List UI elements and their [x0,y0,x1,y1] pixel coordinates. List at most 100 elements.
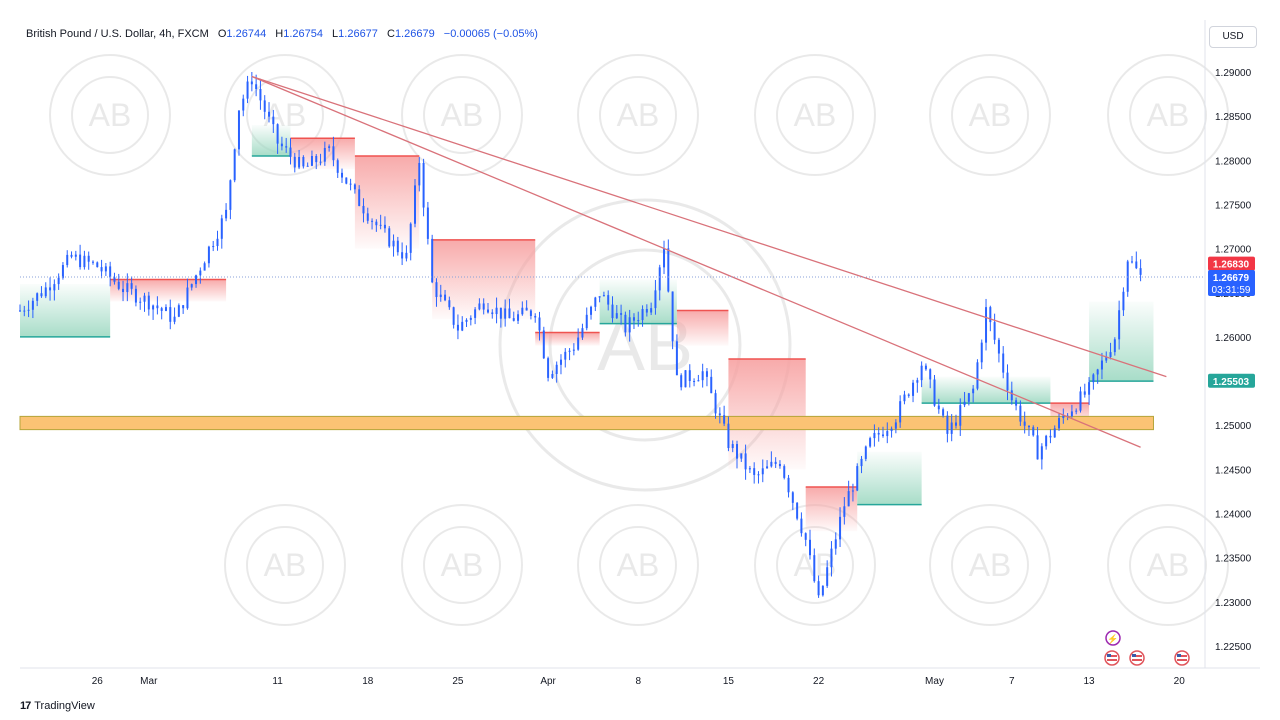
flag-stripe [1107,655,1117,657]
candle-body [555,364,558,374]
candle-body [366,213,369,221]
candle-body [491,312,494,315]
candle-body [658,267,661,291]
cloud-segment [1089,301,1154,382]
cloud-segment [290,138,355,170]
y-tick-label: 1.25000 [1215,421,1252,432]
candle-body [345,177,348,184]
candle-body [529,310,532,316]
y-tick-label: 1.26000 [1215,333,1252,344]
candle-body [950,422,953,434]
candle-body [207,246,210,264]
candle-body [860,458,863,467]
candle-body [967,393,970,402]
candle-body [963,401,966,406]
candle-body [920,365,923,381]
candle-body [19,310,21,312]
candle-body [199,270,202,276]
close-value: 1.26679 [394,28,435,40]
candle-body [972,388,975,394]
candle-body [744,453,747,470]
watermark-inner-ring [71,76,149,154]
candle-body [701,371,704,381]
candle-body [147,295,150,310]
candle-body [332,146,335,161]
event-icons[interactable]: ⚡ [1104,630,1190,666]
x-tick-label: 15 [723,676,735,687]
trendlines[interactable] [251,75,1167,448]
candle-body [791,492,794,503]
candle-body [620,313,623,315]
candle-body [276,124,279,144]
candle-body [594,297,597,307]
candle-body [1105,356,1108,361]
candle-body [49,287,52,291]
candle-body [414,185,416,224]
candle-body [1040,446,1043,460]
support-zone[interactable] [19,415,1154,431]
symbol-title[interactable]: British Pound / U.S. Dollar, 4h, FXCM [26,28,209,40]
candle-body [182,305,185,309]
candle-body [323,147,326,162]
candle-body [942,409,945,416]
candle-body [959,405,962,426]
candle-body [770,461,773,467]
trendline [251,75,1141,448]
candle-body [564,351,567,360]
watermark-ring [1107,54,1229,176]
us-flag-icon [1104,650,1120,666]
tradingview-logo[interactable]: 17 TradingView [20,700,95,712]
watermark-inner-ring [599,526,677,604]
candle-body [383,224,386,229]
candle-body [723,415,726,424]
price-axis[interactable]: 1.290001.285001.280001.275001.270001.265… [1215,68,1252,653]
candle-body [53,284,56,291]
candle-body [817,581,820,596]
candle-body [160,308,163,311]
candle-body [1036,435,1039,460]
candle-body [796,502,799,519]
candle-body [1079,391,1082,411]
low-label: L [332,28,339,40]
time-axis[interactable]: 26 Mar 11 18 25 Apr 8 15 22 May 7 13 20 [92,676,1186,687]
candle-body [195,275,198,285]
candle-body [748,468,751,470]
candle-body [710,376,713,394]
open-value: 1.26744 [226,28,267,40]
candle-body [1019,405,1022,422]
high-value: 1.26754 [283,28,323,40]
candle-body [263,100,266,112]
prev-close-label: 1.26830 [1213,260,1250,271]
cloud-segment [110,279,227,302]
candle-body [40,293,43,297]
candle-body [461,321,464,331]
candle-body [156,305,159,309]
candle-body [946,415,949,434]
candle-body [985,307,988,343]
candle-body [109,266,112,278]
candle-body [1139,268,1142,275]
high-label: H [275,28,284,40]
candle-body [628,317,631,333]
candle-body [409,223,412,253]
candle-body [444,294,447,301]
candle-body [465,319,468,322]
candle-body [328,146,331,148]
candle-body [826,567,829,586]
currency-button[interactable]: USD [1209,26,1257,48]
watermark-seal: AB [1107,504,1229,626]
x-tick-label: 18 [362,676,374,687]
candle-body [401,252,404,259]
flag-stripe [1177,655,1187,657]
candle-body [542,330,545,359]
x-tick-label: 26 [92,676,104,687]
candle-body [216,238,219,247]
candle-body [79,254,82,268]
candle-body [486,309,489,313]
candle-body [280,143,283,147]
watermark-initials: AB [441,547,484,583]
trendline [251,75,1167,378]
candle-body [255,84,258,90]
watermark-initials: AB [794,97,837,133]
